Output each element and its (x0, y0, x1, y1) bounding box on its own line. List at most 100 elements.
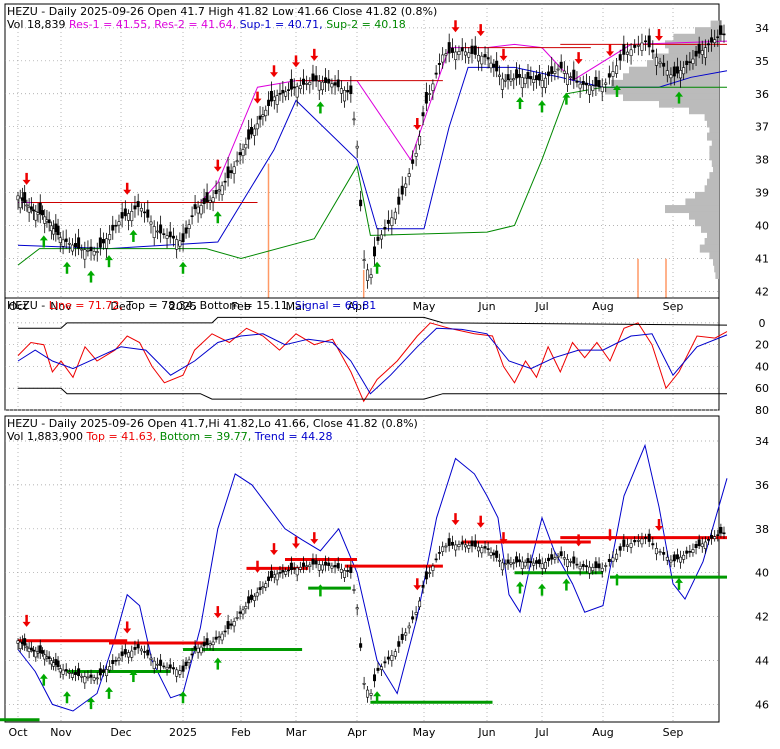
candle-body (594, 561, 598, 568)
candle-body (569, 76, 573, 79)
panel-title: HEZU - Daily 2025-09-26 Open 41.7,Hi 41.… (7, 417, 418, 430)
y-tick-label: 20 (755, 339, 769, 352)
sell-arrow-icon (253, 98, 262, 104)
panel-legend: Vol 1,883,900 Top = 41.63, Bottom = 39.7… (7, 430, 333, 443)
candle-body (418, 136, 422, 146)
candle-body (407, 625, 411, 629)
candle-body (143, 211, 147, 214)
candle-body (441, 54, 445, 63)
volume-profile-bar (707, 119, 719, 128)
candle-body (467, 545, 471, 549)
candle-body (264, 583, 268, 588)
candle-body (114, 224, 118, 227)
candle-body (349, 85, 353, 95)
candle-body (101, 239, 105, 244)
candle-body (697, 539, 701, 547)
sell-arrow-icon (655, 525, 663, 531)
candle-body (578, 83, 582, 89)
candle-body (295, 86, 299, 98)
candle-body (281, 570, 285, 573)
volume-profile-bar (704, 238, 719, 246)
candle-body (238, 152, 242, 156)
candle-body (196, 206, 200, 214)
candle-body (618, 546, 622, 551)
y-tick-label: 42 (755, 611, 769, 624)
candle-body (349, 567, 353, 573)
candle-body (208, 199, 212, 203)
candle-body (23, 638, 27, 646)
candle-body (284, 571, 288, 575)
candle-body (327, 78, 331, 84)
candle-body (526, 72, 530, 79)
candle-body (636, 540, 640, 542)
candle-body (553, 557, 557, 560)
volume-profile-bar (709, 152, 719, 161)
candle-body (327, 562, 331, 566)
y-tick-label: 36 (755, 479, 769, 492)
x-tick-label: Jun (477, 726, 495, 739)
candle-body (352, 589, 356, 591)
candle-body (611, 557, 615, 562)
candle-body (517, 74, 521, 78)
candle-body (117, 221, 121, 226)
buy-arrow-icon (39, 673, 48, 679)
candle-body (572, 556, 576, 564)
volume-profile-bar (715, 270, 719, 279)
candle-body (523, 561, 527, 567)
candle-body (317, 81, 321, 91)
candle-body (553, 71, 557, 74)
buy-arrow-icon (538, 100, 546, 106)
y-tick-label: 46 (755, 698, 769, 711)
candle-body (193, 204, 197, 210)
candle-body (604, 565, 608, 567)
y-tick-label: 38 (755, 154, 769, 167)
candle-body (691, 58, 695, 64)
candle-body (284, 91, 288, 97)
candle-body (467, 52, 471, 58)
candle-body (540, 80, 544, 88)
sell-arrow-icon (213, 166, 222, 172)
candle-body (92, 677, 96, 681)
candle-body (492, 552, 496, 556)
candle-body (703, 541, 707, 549)
candle-body (559, 551, 563, 556)
candle-body (537, 73, 541, 81)
candle-body (301, 78, 305, 85)
candle-body (187, 224, 191, 229)
x-tick-label: Oct (8, 726, 28, 739)
candle-body (675, 66, 679, 74)
candle-body (362, 259, 366, 261)
candle-body (178, 240, 182, 247)
candle-body (250, 594, 254, 600)
candle-body (565, 73, 569, 86)
candle-body (155, 230, 159, 233)
candle-body (500, 78, 504, 90)
candle-body (130, 211, 134, 222)
y-tick-label: 40 (755, 220, 769, 233)
candle-body (190, 215, 194, 218)
candle-body (136, 201, 140, 208)
candle-body (255, 592, 259, 597)
candle-body (679, 556, 683, 563)
y-tick-label: 38 (755, 523, 769, 536)
candle-body (625, 51, 629, 55)
sell-arrow-icon (451, 27, 460, 33)
candle-body (67, 672, 71, 674)
candle-body (226, 621, 230, 630)
x-tick-label: Sep (663, 726, 684, 739)
candle-body (278, 92, 282, 95)
candle-body (244, 144, 248, 149)
candle-body (247, 129, 251, 140)
candle-body (431, 565, 435, 571)
volume-profile-bar (701, 224, 719, 233)
panel-legend: Vol 18,839 Res-1 = 41.55, Res-2 = 41.64,… (7, 18, 406, 31)
buy-arrow-icon (213, 211, 222, 217)
candle-body (669, 74, 673, 79)
candle-body (70, 673, 74, 678)
panel-title-part: Line = 71.72, (49, 299, 127, 312)
candle-body (162, 665, 166, 668)
candle-body (289, 562, 293, 570)
buy-arrow-icon (105, 686, 113, 692)
candle-body (486, 548, 490, 550)
buy-arrow-icon (613, 573, 621, 579)
